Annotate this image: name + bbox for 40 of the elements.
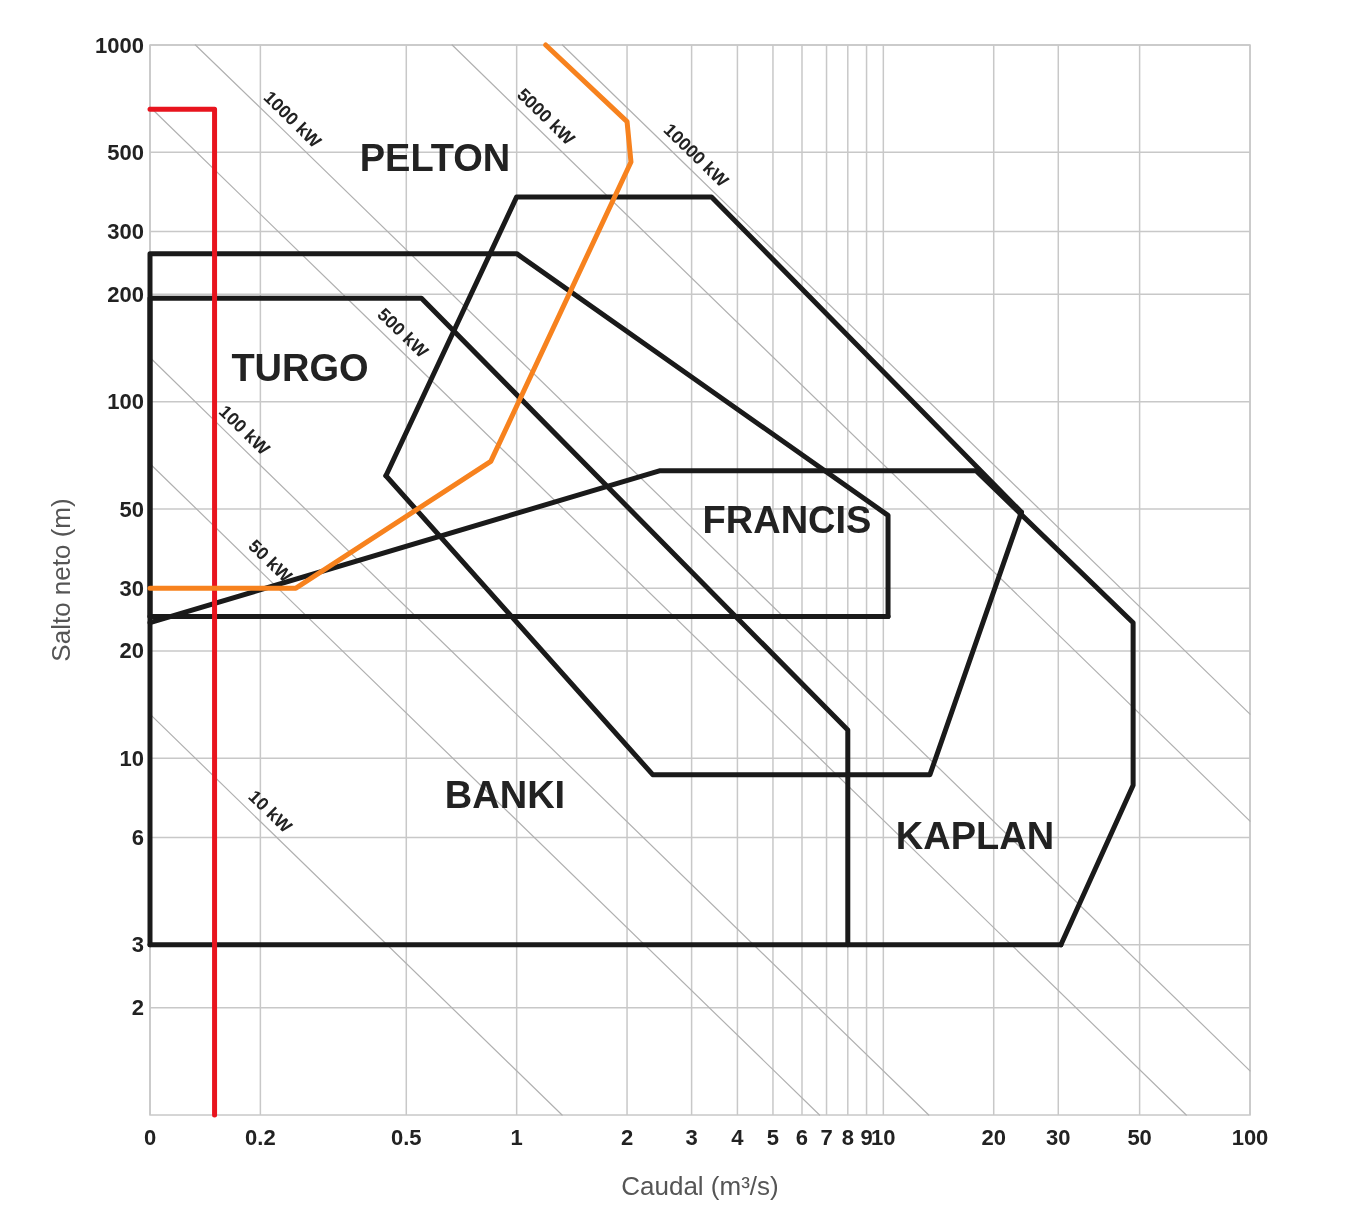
x-tick-label: 10 [871, 1125, 896, 1150]
x-axis-title: Caudal (m³/s) [621, 1171, 779, 1201]
y-tick-label: 300 [107, 218, 144, 244]
y-tick-label: 2 [131, 995, 144, 1021]
x-tick-label: 3 [685, 1125, 698, 1150]
text: 100 kW [215, 401, 274, 459]
y-tick-label: 10 [119, 745, 144, 771]
x-tick-label: 30 [1046, 1125, 1071, 1150]
annotation: KAPLAN [895, 815, 1055, 857]
x-tick-label: 20 [981, 1125, 1006, 1150]
annotation: BANKI [444, 774, 566, 816]
annotation: TURGO [231, 347, 369, 389]
text: 50 kW [244, 535, 296, 587]
x-tick-label: 2 [620, 1125, 634, 1150]
x-tick-label: 6 [795, 1125, 809, 1150]
x-tick-label: 50 [1127, 1125, 1152, 1150]
y-tick-label: 100 [107, 389, 144, 415]
x-tick-label: 1 [510, 1125, 523, 1150]
x-tick-label: 0.5 [390, 1125, 422, 1150]
y-tick-label: 1000 [95, 32, 144, 58]
y-tick-label: 3 [131, 932, 144, 958]
y-axis-title: Salto neto (m) [46, 498, 76, 662]
annotation: PELTON [359, 137, 511, 179]
y-tick-label: 200 [107, 281, 144, 307]
x-tick-label: 100 [1231, 1125, 1269, 1150]
x-tick-label: 9 [860, 1125, 873, 1150]
y-tick-label: 500 [107, 139, 144, 165]
x-tick-label: 4 [731, 1125, 745, 1150]
y-tick-label: 20 [119, 638, 144, 664]
x-tick-label: 0 [143, 1125, 157, 1150]
text: 500 kW [373, 304, 432, 362]
text: 10 kW [244, 786, 296, 837]
annotation: FRANCIS [702, 499, 872, 541]
y-tick-label: 30 [119, 575, 144, 601]
x-tick-label: 5 [766, 1125, 780, 1150]
y-tick-label: 6 [131, 824, 144, 850]
x-tick-label: 7 [820, 1125, 833, 1150]
x-tick-label: 8 [841, 1125, 854, 1150]
x-tick-label: 0.2 [245, 1125, 276, 1150]
y-tick-label: 50 [119, 496, 144, 522]
